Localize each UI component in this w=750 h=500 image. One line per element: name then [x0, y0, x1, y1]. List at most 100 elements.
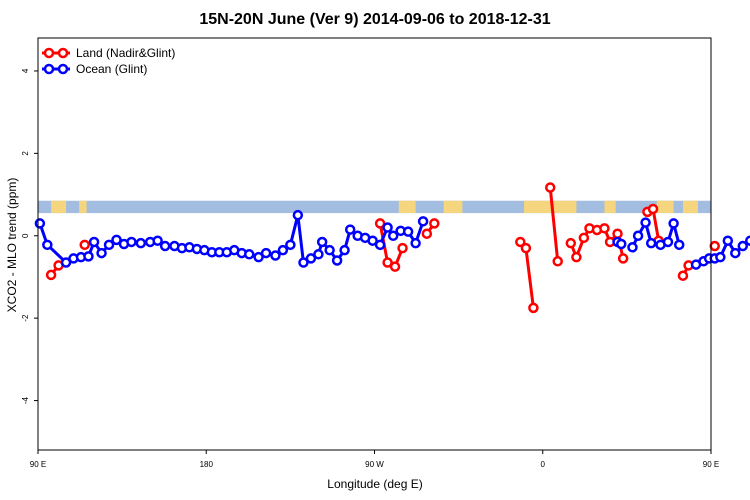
series-0-point-4-1 — [429, 218, 440, 229]
series-1-point-0-30 — [277, 244, 289, 256]
coverage-band — [38, 200, 711, 214]
y-tick-label-3: 2 — [21, 151, 30, 156]
x-tick-label-1: 180 — [200, 460, 214, 469]
series-1-point-0-38 — [331, 255, 343, 266]
series-0-point-6-1 — [552, 256, 563, 267]
series-1-point-0-44 — [374, 239, 386, 251]
series-1-point-4-8 — [745, 235, 750, 246]
series-1-point-2-0 — [627, 242, 638, 253]
band-land-7 — [682, 200, 698, 214]
band-land-6 — [656, 200, 674, 214]
series-0-point-3-1 — [397, 242, 408, 254]
series-1-point-0-32 — [292, 209, 304, 221]
y-axis-label: XCO2 - MLO trend (ppm) — [5, 178, 19, 313]
y-tick-label-4: 4 — [21, 68, 30, 73]
series-1-point-0-49 — [410, 237, 421, 249]
series-1-point-3-3 — [673, 239, 685, 251]
series-1-point-0-31 — [285, 239, 296, 251]
series-1-point-0-9 — [111, 234, 122, 246]
series-1-point-0-27 — [253, 251, 264, 263]
legend-label-land: Land (Nadir&Glint) — [76, 46, 175, 60]
series-1-point-1-1 — [616, 238, 627, 250]
y-tick-label-1: -2 — [21, 314, 30, 322]
series-1-point-0-35 — [313, 249, 324, 260]
series-1-line-2 — [631, 221, 653, 248]
series-0-point-7-1 — [571, 251, 582, 263]
series-1-point-4-6 — [730, 247, 741, 259]
series-1-point-0-14 — [152, 235, 163, 246]
band-land-3 — [443, 200, 463, 214]
legend-item-ocean: Ocean (Glint) — [42, 62, 147, 76]
series-1-point-0-1 — [42, 239, 53, 251]
series-0-point-7-5 — [599, 223, 610, 234]
series-0-point-5-0 — [515, 236, 526, 248]
series-layer — [34, 182, 750, 314]
series-0-point-7-0 — [565, 237, 577, 249]
series-0-point-1-0 — [79, 239, 90, 251]
series-0-point-10-0 — [709, 240, 720, 252]
x-tick-label-2: 90 W — [365, 460, 384, 469]
band-land-5 — [604, 200, 616, 214]
y-tick-label-0: -4 — [21, 396, 30, 404]
x-axis-ticks: 90 E 180 90 W 0 90 E — [30, 450, 719, 469]
series-1-point-2-3 — [645, 237, 657, 249]
series-0-point-0-0 — [45, 269, 57, 281]
series-1-point-0-36 — [316, 236, 328, 248]
x-tick-label-0: 90 E — [30, 460, 46, 469]
legend-item-land: Land (Nadir&Glint) — [42, 46, 175, 60]
series-1-point-2-2 — [640, 217, 651, 228]
series-1-point-0-33 — [298, 257, 309, 268]
series-1-point-0-7 — [96, 247, 107, 259]
series-1-point-0-48 — [402, 226, 414, 237]
series-0-point-6-0 — [544, 182, 556, 193]
series-1-point-0-46 — [387, 230, 399, 242]
series-1-point-0-34 — [305, 253, 317, 264]
series-1-point-4-4 — [715, 251, 726, 263]
series-0-point-8-1 — [647, 203, 659, 215]
series-1-point-0-43 — [367, 235, 378, 246]
series-1-point-0-5 — [83, 251, 94, 262]
series-1-point-0-37 — [324, 244, 335, 256]
series-1-point-2-1 — [632, 230, 644, 242]
band-land-1 — [79, 200, 87, 214]
series-1-point-0-40 — [344, 224, 356, 235]
legend: Land (Nadir&Glint) Ocean (Glint) — [42, 46, 175, 76]
series-1 — [34, 209, 750, 270]
series-1-point-0-39 — [339, 244, 350, 256]
series-1-point-0-26 — [243, 249, 255, 260]
x-tick-label-4: 90 E — [703, 460, 719, 469]
series-1-point-0-6 — [88, 236, 100, 248]
x-axis-label: Longitude (deg E) — [327, 477, 422, 491]
series-1-point-0-12 — [135, 237, 147, 249]
series-0-point-4-0 — [421, 228, 433, 239]
series-1-point-4-5 — [722, 235, 734, 246]
band-land-2 — [398, 200, 416, 214]
series-1-point-0-2 — [60, 257, 72, 268]
band-land-0 — [51, 200, 67, 214]
series-1-point-0-15 — [159, 240, 171, 252]
series-1-point-0-29 — [270, 250, 281, 261]
x-tick-label-3: 0 — [541, 460, 546, 469]
series-1-point-0-45 — [382, 222, 393, 233]
chart-title: 15N-20N June (Ver 9) 2014-09-06 to 2018-… — [199, 11, 550, 28]
series-0-point-7-7 — [612, 228, 623, 239]
series-0-point-3-0 — [389, 261, 401, 272]
series-1-point-3-1 — [662, 236, 674, 248]
series-0-point-2-1 — [382, 257, 393, 268]
series-1-point-0-8 — [103, 239, 115, 251]
series-0-point-2-0 — [374, 218, 386, 229]
series-0-line-6 — [548, 187, 560, 262]
band-land-4 — [524, 200, 577, 214]
series-0-point-9-0 — [677, 270, 689, 281]
y-axis-ticks: -4 -2 0 2 4 — [21, 68, 38, 404]
y-tick-label-2: 0 — [21, 233, 30, 238]
legend-label-ocean: Ocean (Glint) — [76, 62, 147, 76]
series-1-point-3-2 — [668, 218, 679, 229]
series-1-point-4-7 — [737, 240, 749, 252]
series-1-point-0-50 — [417, 216, 429, 227]
series-0-point-7-2 — [578, 232, 590, 244]
series-1-point-0-11 — [126, 236, 137, 248]
series-1-point-0-28 — [260, 247, 272, 259]
series-0-point-7-8 — [617, 253, 629, 264]
